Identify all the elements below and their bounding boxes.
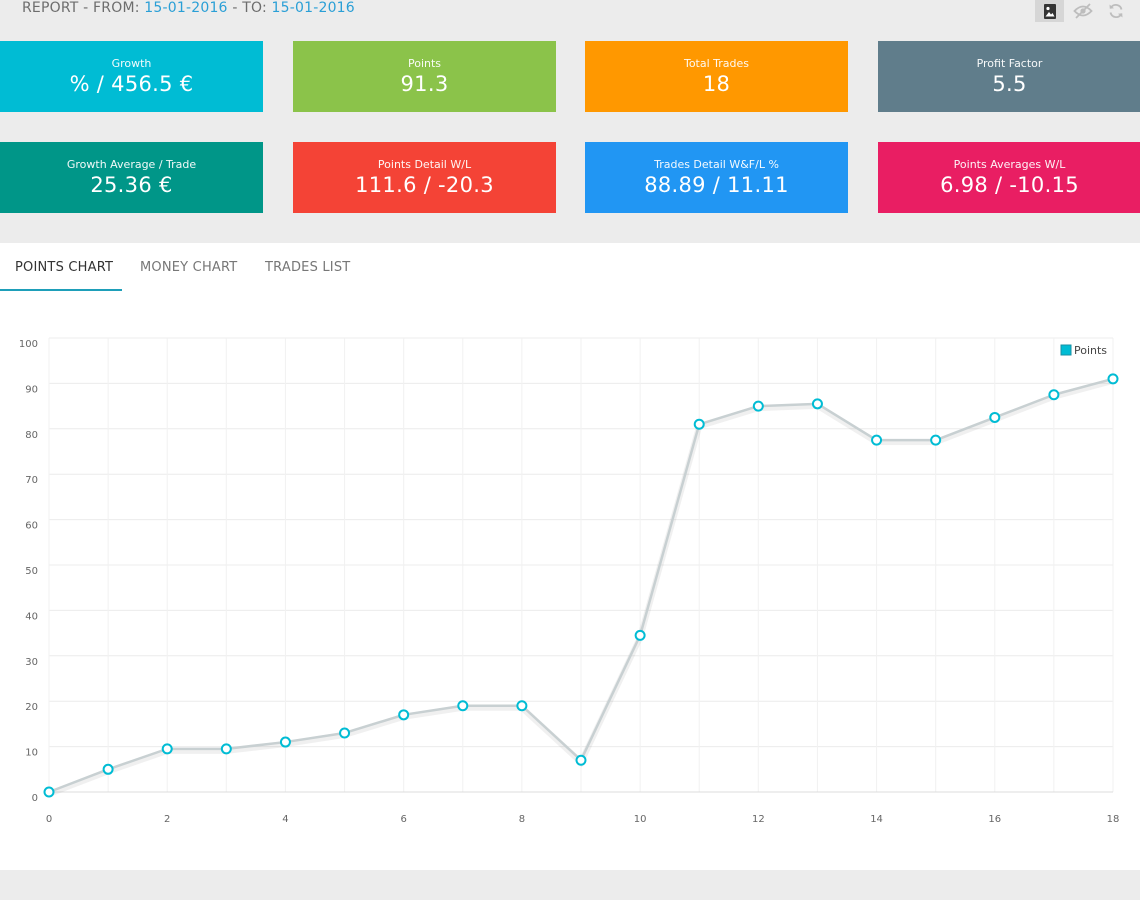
y-tick-label: 100 xyxy=(19,339,38,350)
y-tick-label: 60 xyxy=(25,521,38,532)
stat-card-trades-detail: Trades Detail W&F/L % 88.89 / 11.11 xyxy=(585,142,848,213)
data-point xyxy=(811,398,823,410)
x-tick-label: 18 xyxy=(1107,814,1120,825)
y-tick-label: 40 xyxy=(25,611,38,622)
to-label: - TO: xyxy=(227,0,272,16)
hide-button[interactable] xyxy=(1068,0,1097,22)
y-tick-label: 50 xyxy=(25,566,38,577)
stat-value: 88.89 / 11.11 xyxy=(644,173,789,197)
stat-value: 5.5 xyxy=(992,72,1027,96)
data-point xyxy=(575,754,587,766)
stat-value: 25.36 € xyxy=(90,173,173,197)
data-point xyxy=(752,400,764,412)
stat-value: 6.98 / -10.15 xyxy=(940,173,1079,197)
eye-off-icon xyxy=(1072,3,1093,19)
report-label: REPORT - FROM: xyxy=(22,0,145,16)
y-tick-label: 20 xyxy=(25,702,38,713)
stat-card-growth-average: Growth Average / Trade 25.36 € xyxy=(0,142,263,213)
stat-label: Profit Factor xyxy=(976,57,1043,70)
stat-label: Points Detail W/L xyxy=(377,158,472,171)
data-point xyxy=(1107,373,1119,385)
x-tick-label: 6 xyxy=(400,814,406,825)
report-header: REPORT - FROM: 15-01-2016 - TO: 15-01-20… xyxy=(22,0,355,18)
data-point xyxy=(516,700,528,712)
x-tick-label: 14 xyxy=(870,814,883,825)
active-tab-indicator xyxy=(0,289,122,291)
x-tick-label: 8 xyxy=(519,814,525,825)
x-tick-label: 4 xyxy=(282,814,288,825)
tab-bar: POINTS CHART MONEY CHART TRADES LIST xyxy=(0,243,1140,291)
data-point xyxy=(989,411,1001,423)
data-point xyxy=(220,743,232,755)
tab-money-chart[interactable]: MONEY CHART xyxy=(140,260,238,275)
data-point xyxy=(279,736,291,748)
image-button[interactable] xyxy=(1035,0,1064,22)
image-icon xyxy=(1043,3,1056,19)
x-tick-label: 16 xyxy=(988,814,1001,825)
y-tick-label: 30 xyxy=(25,657,38,668)
stat-label: Points Averages W/L xyxy=(953,158,1066,171)
data-point xyxy=(930,434,942,446)
legend-swatch xyxy=(1060,344,1072,356)
stat-label: Total Trades xyxy=(683,57,750,70)
tab-points-chart[interactable]: POINTS CHART xyxy=(15,260,114,275)
stat-value: 91.3 xyxy=(400,72,449,96)
data-point xyxy=(398,709,410,721)
stat-card-points-detail: Points Detail W/L 111.6 / -20.3 xyxy=(293,142,556,213)
data-point xyxy=(43,786,55,798)
toolbar xyxy=(1035,0,1130,22)
stat-card-points: Points 91.3 xyxy=(293,41,556,112)
refresh-icon xyxy=(1109,4,1122,18)
stat-label: Points xyxy=(407,57,442,70)
data-point xyxy=(634,629,646,641)
tab-trades-list[interactable]: TRADES LIST xyxy=(265,260,351,275)
y-tick-label: 70 xyxy=(25,475,38,486)
legend-label: Points xyxy=(1074,344,1107,357)
stat-card-growth: Growth % / 456.5 € xyxy=(0,41,263,112)
chart-panel: POINTS CHART MONEY CHART TRADES LIST 0 10… xyxy=(0,243,1140,870)
to-date[interactable]: 15-01-2016 xyxy=(271,0,355,16)
x-tick-label: 2 xyxy=(164,814,170,825)
data-point xyxy=(161,743,173,755)
x-tick-label: 10 xyxy=(634,814,647,825)
x-tick-label: 12 xyxy=(752,814,765,825)
data-point xyxy=(871,434,883,446)
stat-label: Growth xyxy=(111,57,152,70)
data-point xyxy=(1048,389,1060,401)
points-chart: 0 10 20 30 40 50 60 70 80 90 100 0 2 4 6 8 10 12 14 16 18 Poi… xyxy=(19,337,1120,825)
y-tick-label: 80 xyxy=(25,430,38,441)
stat-label: Trades Detail W&F/L % xyxy=(654,158,779,171)
stat-card-profit-factor: Profit Factor 5.5 xyxy=(878,41,1140,112)
stat-label: Growth Average / Trade xyxy=(66,158,197,171)
from-date[interactable]: 15-01-2016 xyxy=(144,0,228,16)
y-tick-label: 10 xyxy=(25,748,38,759)
data-point xyxy=(457,700,469,712)
stat-value: 18 xyxy=(702,72,731,96)
stat-card-points-averages: Points Averages W/L 6.98 / -10.15 xyxy=(878,142,1140,213)
stat-value: 111.6 / -20.3 xyxy=(355,173,494,197)
stats-grid: Growth % / 456.5 € Points 91.3 Total Tra… xyxy=(0,41,1140,213)
data-point xyxy=(102,763,114,775)
stat-card-total-trades: Total Trades 18 xyxy=(585,41,848,112)
y-tick-label: 0 xyxy=(32,793,38,804)
data-point xyxy=(339,727,351,739)
stat-value: % / 456.5 € xyxy=(69,72,194,96)
refresh-button[interactable] xyxy=(1101,0,1130,22)
x-tick-label: 0 xyxy=(46,814,52,825)
y-tick-label: 90 xyxy=(25,384,38,395)
data-point xyxy=(693,418,705,430)
